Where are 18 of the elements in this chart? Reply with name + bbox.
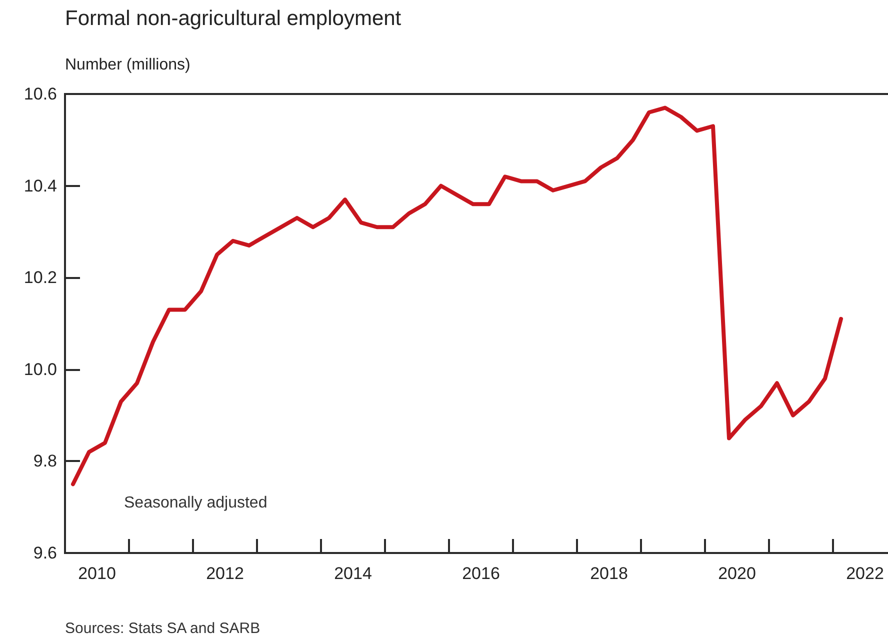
x-tick-label: 2010 [78, 564, 116, 583]
x-tick-label: 2022 [846, 564, 884, 583]
x-tick-label: 2020 [718, 564, 756, 583]
y-tick-label: 9.8 [33, 452, 57, 471]
y-tick-label: 10.4 [24, 176, 57, 196]
source-note: Sources: Stats SA and SARB [65, 620, 260, 637]
x-tick-label: 2018 [590, 564, 628, 583]
y-tick-label: 9.6 [33, 544, 57, 562]
x-tick-label: 2016 [462, 564, 500, 583]
y-tick-label: 10.2 [24, 268, 57, 288]
line-series [71, 106, 843, 486]
annotation: Seasonally adjusted [124, 494, 268, 512]
y-tick-label: 10.6 [24, 84, 57, 104]
x-tick-label: 2012 [206, 564, 244, 583]
y-axis-title: Number (millions) [65, 56, 190, 74]
y-tick-label: 10.0 [24, 360, 57, 379]
chart-title: Formal non-agricultural employment [65, 7, 402, 30]
x-tick-label: 2014 [334, 564, 372, 583]
